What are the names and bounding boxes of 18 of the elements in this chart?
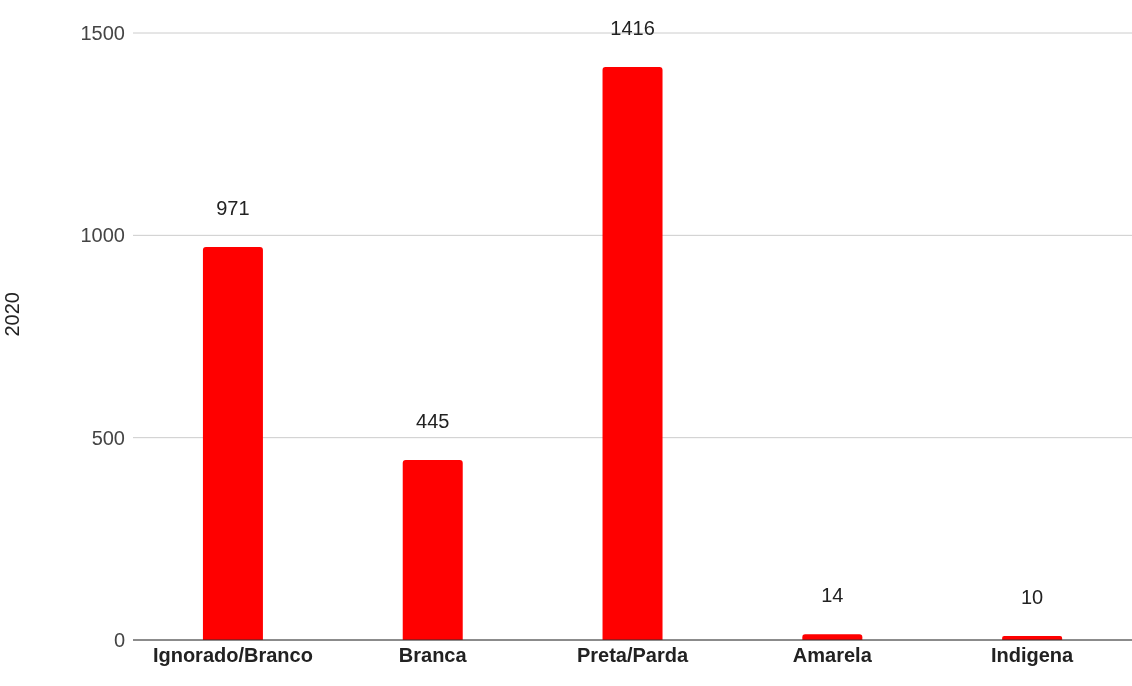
- y-tick-label: 1000: [80, 224, 125, 247]
- y-axis-title: 2020: [1, 292, 24, 337]
- data-label: 1416: [610, 16, 655, 39]
- x-tick-label: Preta/Parda: [576, 644, 689, 667]
- data-label: 445: [416, 409, 450, 432]
- data-label: 10: [1021, 585, 1044, 608]
- y-tick-label: 1500: [80, 22, 125, 45]
- data-label: 971: [216, 197, 250, 220]
- data-label: 14: [821, 584, 844, 607]
- y-tick-label: 0: [113, 629, 125, 652]
- x-tick-label: Amarela: [792, 644, 873, 667]
- x-tick-label: Indigena: [990, 644, 1075, 667]
- x-tick-label: Branca: [398, 644, 468, 667]
- bar: [602, 66, 663, 640]
- bar: [402, 459, 463, 640]
- x-tick-label: Ignorado/Branco: [152, 644, 313, 667]
- bar: [202, 247, 263, 640]
- y-tick-label: 500: [91, 426, 125, 449]
